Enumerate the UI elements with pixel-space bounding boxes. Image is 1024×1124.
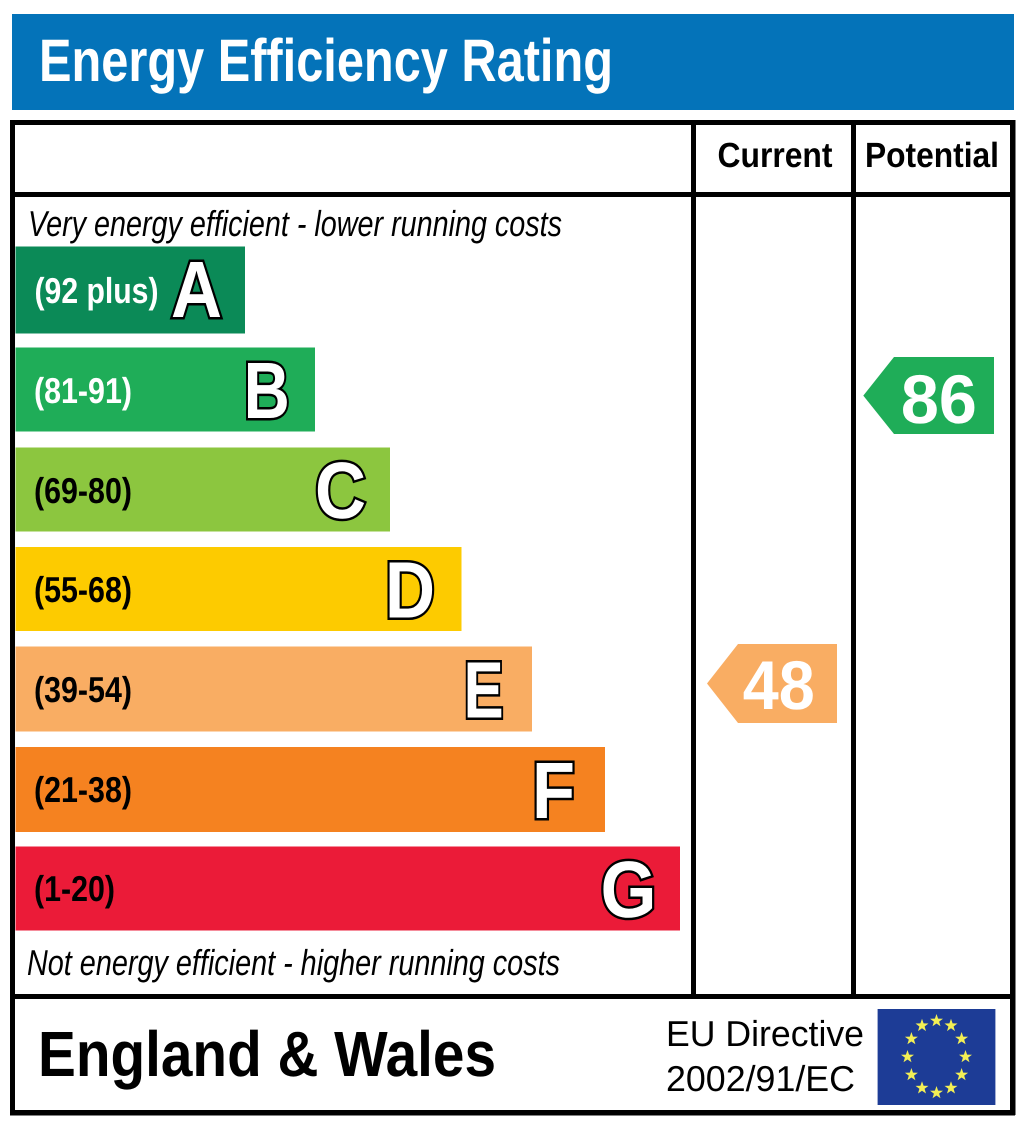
svg-text:C: C <box>315 446 366 535</box>
svg-text:F: F <box>532 746 575 835</box>
svg-text:Very energy efficient - lower: Very energy efficient - lower running co… <box>28 203 562 244</box>
svg-text:B: B <box>244 346 290 435</box>
svg-text:A: A <box>171 245 222 334</box>
svg-text:(21-38): (21-38) <box>34 769 132 810</box>
svg-text:England & Wales: England & Wales <box>38 1018 496 1090</box>
svg-text:G: G <box>601 845 657 934</box>
svg-text:(69-80): (69-80) <box>34 470 132 511</box>
svg-text:(55-68): (55-68) <box>34 569 132 610</box>
svg-text:Not energy efficient - higher: Not energy efficient - higher running co… <box>27 942 560 983</box>
svg-text:86: 86 <box>901 361 977 438</box>
svg-text:EU Directive: EU Directive <box>666 1013 864 1054</box>
svg-text:2002/91/EC: 2002/91/EC <box>666 1058 855 1099</box>
svg-text:E: E <box>464 646 504 735</box>
svg-text:Current: Current <box>718 136 833 175</box>
svg-text:Energy Efficiency Rating: Energy Efficiency Rating <box>39 27 613 94</box>
svg-text:(92 plus): (92 plus) <box>35 270 159 311</box>
svg-text:48: 48 <box>743 647 815 724</box>
svg-text:(39-54): (39-54) <box>34 669 132 710</box>
svg-text:(81-91): (81-91) <box>34 370 132 411</box>
svg-text:(1-20): (1-20) <box>34 868 115 909</box>
svg-text:D: D <box>385 546 435 635</box>
svg-text:Potential: Potential <box>865 136 999 175</box>
